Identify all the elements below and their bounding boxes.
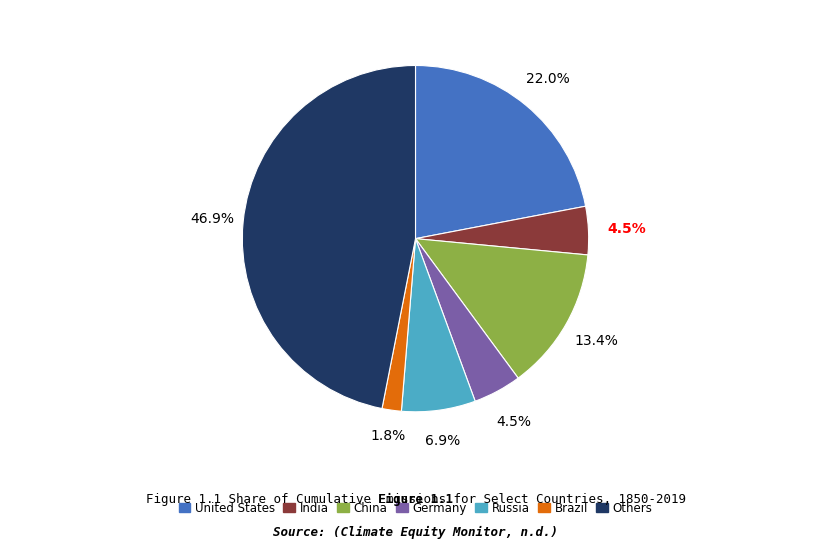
Wedge shape xyxy=(243,65,416,408)
Legend: United States, India, China, Germany, Russia, Brazil, Others: United States, India, China, Germany, Ru… xyxy=(175,498,656,518)
Text: 4.5%: 4.5% xyxy=(496,415,531,428)
Wedge shape xyxy=(382,239,416,411)
Text: Figure 1.1 Share of Cumulative Emissions for Select Countries, 1850-2019: Figure 1.1 Share of Cumulative Emissions… xyxy=(145,493,686,506)
Text: 13.4%: 13.4% xyxy=(574,334,618,348)
Wedge shape xyxy=(416,65,586,239)
Wedge shape xyxy=(401,239,475,412)
Text: 22.0%: 22.0% xyxy=(526,72,570,85)
Text: 4.5%: 4.5% xyxy=(607,221,646,236)
Wedge shape xyxy=(416,239,588,378)
Wedge shape xyxy=(416,239,519,401)
Text: Figure 1.1: Figure 1.1 xyxy=(378,493,453,506)
Text: 46.9%: 46.9% xyxy=(190,212,234,226)
Wedge shape xyxy=(416,206,588,255)
Text: Source: (Climate Equity Monitor, n.d.): Source: (Climate Equity Monitor, n.d.) xyxy=(273,526,558,539)
Text: Figure 1.1 Share of Cumulative Emissions for Select Countries, 1850-2019: Figure 1.1 Share of Cumulative Emissions… xyxy=(145,493,686,506)
Text: 6.9%: 6.9% xyxy=(425,434,460,448)
Text: 1.8%: 1.8% xyxy=(371,429,406,443)
